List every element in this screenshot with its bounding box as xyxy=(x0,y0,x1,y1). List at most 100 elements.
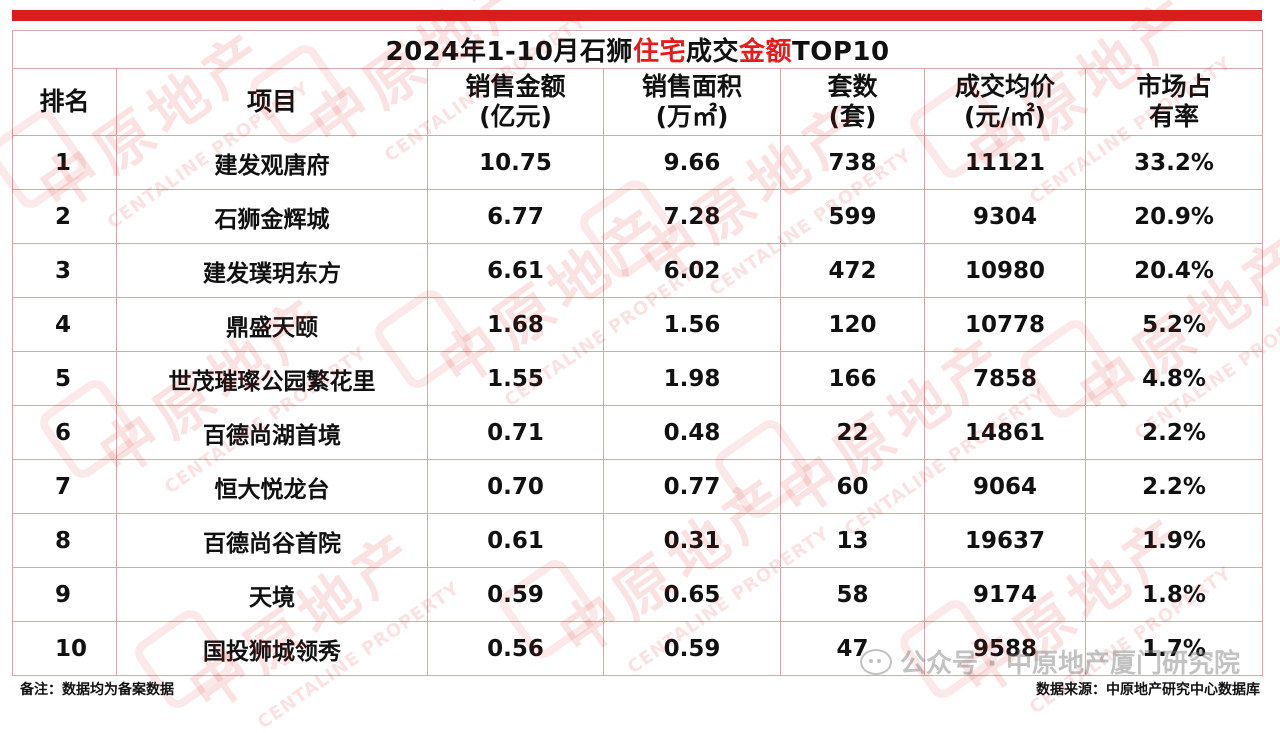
share-cell: 5.2% xyxy=(1084,297,1264,352)
table-row: 1 建发观唐府 10.75 9.66 738 11121 33.2% xyxy=(12,135,1264,190)
sales-cell: 1.68 xyxy=(427,297,604,352)
units-cell: 120 xyxy=(780,297,925,352)
area-cell: 1.56 xyxy=(603,297,781,352)
share-cell: 20.9% xyxy=(1084,189,1264,244)
table-row: 10 国投狮城领秀 0.56 0.59 47 9588 1.7% xyxy=(12,621,1264,676)
header-units: 套数 (套) xyxy=(780,68,925,136)
rank-cell: 8 xyxy=(12,513,117,568)
rank-cell: 4 xyxy=(12,297,117,352)
project-cell: 世茂璀璨公园繁花里 xyxy=(116,351,428,406)
units-cell: 166 xyxy=(780,351,925,406)
header-area: 销售面积 (万㎡) xyxy=(603,68,781,136)
title-part-2: 住宅 xyxy=(632,37,686,67)
table-row: 9 天境 0.59 0.65 58 9174 1.8% xyxy=(12,567,1264,622)
table-header-row: 排名 项目 销售金额 (亿元) 销售面积 (万㎡) 套数 (套) 成交均价 (元/㎡) … xyxy=(12,68,1264,136)
table-row: 8 百德尚谷首院 0.61 0.31 13 19637 1.9% xyxy=(12,513,1264,568)
rank-cell: 7 xyxy=(12,459,117,514)
area-cell: 0.31 xyxy=(603,513,781,568)
title-part-3: 成交 xyxy=(685,37,739,67)
share-cell: 4.8% xyxy=(1084,351,1264,406)
header-project: 项目 xyxy=(116,68,428,136)
table-title: 2024年1-10月石狮住宅成交金额TOP10 xyxy=(11,30,1264,69)
project-cell: 建发璞玥东方 xyxy=(116,243,428,298)
sales-cell: 0.61 xyxy=(427,513,604,568)
project-cell: 百德尚湖首境 xyxy=(116,405,428,460)
header-price: 成交均价 (元/㎡) xyxy=(924,68,1086,136)
units-cell: 60 xyxy=(780,459,925,514)
project-cell: 恒大悦龙台 xyxy=(116,459,428,514)
share-cell: 1.7% xyxy=(1084,621,1264,676)
footer-note: 备注：数据均为备案数据 xyxy=(20,682,174,698)
rank-cell: 10 xyxy=(12,621,117,676)
price-cell: 19637 xyxy=(924,513,1086,568)
price-cell: 11121 xyxy=(924,135,1086,190)
ranking-table-wrap: 2024年1-10月石狮住宅成交金额TOP10 排名 项目 销售金额 (亿元) 销… xyxy=(11,30,1264,676)
share-cell: 2.2% xyxy=(1084,405,1264,460)
units-cell: 58 xyxy=(780,567,925,622)
share-cell: 20.4% xyxy=(1084,243,1264,298)
sales-cell: 1.55 xyxy=(427,351,604,406)
rank-cell: 5 xyxy=(12,351,117,406)
rank-cell: 9 xyxy=(12,567,117,622)
area-cell: 1.98 xyxy=(603,351,781,406)
table-body: 1 建发观唐府 10.75 9.66 738 11121 33.2% 2 石狮金… xyxy=(12,135,1264,676)
price-cell: 7858 xyxy=(924,351,1086,406)
table-row: 2 石狮金辉城 6.77 7.28 599 9304 20.9% xyxy=(12,189,1264,244)
project-cell: 天境 xyxy=(116,567,428,622)
project-cell: 石狮金辉城 xyxy=(116,189,428,244)
sales-cell: 0.70 xyxy=(427,459,604,514)
area-cell: 0.48 xyxy=(603,405,781,460)
table-row: 6 百德尚湖首境 0.71 0.48 22 14861 2.2% xyxy=(12,405,1264,460)
project-cell: 鼎盛天颐 xyxy=(116,297,428,352)
units-cell: 472 xyxy=(780,243,925,298)
rank-cell: 1 xyxy=(12,135,117,190)
top-red-bar xyxy=(12,10,1262,21)
project-cell: 国投狮城领秀 xyxy=(116,621,428,676)
ranking-table: 2024年1-10月石狮住宅成交金额TOP10 排名 项目 销售金额 (亿元) 销… xyxy=(11,30,1264,676)
units-cell: 599 xyxy=(780,189,925,244)
area-cell: 0.65 xyxy=(603,567,781,622)
price-cell: 14861 xyxy=(924,405,1086,460)
units-cell: 738 xyxy=(780,135,925,190)
footer-source: 数据来源：中原地产研究中心数据库 xyxy=(1036,682,1260,698)
title-part-5: TOP10 xyxy=(791,37,890,67)
project-cell: 建发观唐府 xyxy=(116,135,428,190)
price-cell: 9304 xyxy=(924,189,1086,244)
table-row: 5 世茂璀璨公园繁花里 1.55 1.98 166 7858 4.8% xyxy=(12,351,1264,406)
wechat-watermark: 公众号 · 中原地产厦门研究院 xyxy=(860,643,1240,680)
price-cell: 10980 xyxy=(924,243,1086,298)
share-cell: 1.9% xyxy=(1084,513,1264,568)
units-cell: 13 xyxy=(780,513,925,568)
wechat-label: 公众号 · 中原地产厦门研究院 xyxy=(900,649,1240,679)
header-share: 市场占 有率 xyxy=(1084,68,1264,136)
title-part-1: 2024年1-10月石狮 xyxy=(385,37,633,67)
share-cell: 33.2% xyxy=(1084,135,1264,190)
share-cell: 1.8% xyxy=(1084,567,1264,622)
header-rank: 排名 xyxy=(12,68,117,136)
area-cell: 0.59 xyxy=(603,621,781,676)
table-row: 7 恒大悦龙台 0.70 0.77 60 9064 2.2% xyxy=(12,459,1264,514)
table-row: 4 鼎盛天颐 1.68 1.56 120 10778 5.2% xyxy=(12,297,1264,352)
sales-cell: 0.71 xyxy=(427,405,604,460)
share-cell: 2.2% xyxy=(1084,459,1264,514)
sales-cell: 0.56 xyxy=(427,621,604,676)
table-row: 3 建发璞玥东方 6.61 6.02 472 10980 20.4% xyxy=(12,243,1264,298)
area-cell: 6.02 xyxy=(603,243,781,298)
rank-cell: 6 xyxy=(12,405,117,460)
price-cell: 9174 xyxy=(924,567,1086,622)
price-cell: 9064 xyxy=(924,459,1086,514)
price-cell: 9588 xyxy=(924,621,1086,676)
rank-cell: 3 xyxy=(12,243,117,298)
title-part-4: 金额 xyxy=(738,37,792,67)
sales-cell: 6.61 xyxy=(427,243,604,298)
project-cell: 百德尚谷首院 xyxy=(116,513,428,568)
units-cell: 22 xyxy=(780,405,925,460)
wechat-icon xyxy=(860,648,893,675)
area-cell: 0.77 xyxy=(603,459,781,514)
price-cell: 10778 xyxy=(924,297,1086,352)
sales-cell: 0.59 xyxy=(427,567,604,622)
sales-cell: 6.77 xyxy=(427,189,604,244)
units-cell: 47 xyxy=(780,621,925,676)
area-cell: 7.28 xyxy=(603,189,781,244)
area-cell: 9.66 xyxy=(603,135,781,190)
